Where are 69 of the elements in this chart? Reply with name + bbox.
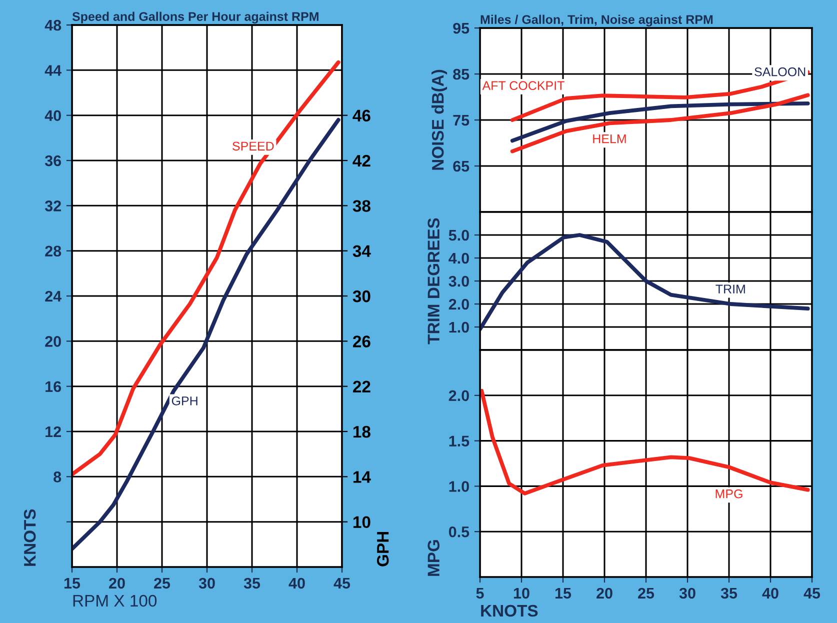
x-tick-label: 20: [109, 578, 125, 589]
x-tick-label: 35: [244, 578, 260, 589]
y-tick-label: 95: [453, 22, 470, 34]
series-label: GPH: [172, 396, 198, 406]
x-tick-label: 15: [555, 588, 572, 599]
series-label: SPEED: [232, 142, 274, 151]
y2-tick-label: 18: [353, 426, 370, 438]
series-label: TRIM: [716, 284, 745, 294]
y-tick-label: 1.0: [449, 322, 469, 333]
x-tick-label: 20: [596, 588, 612, 599]
y-axis-title: MPG: [428, 540, 440, 576]
y2-tick-label: 30: [352, 290, 370, 302]
x-tick-label: 15: [64, 578, 80, 589]
x-axis-title: KNOTS: [481, 604, 538, 617]
y-tick-label: 65: [453, 160, 470, 172]
y-tick-label: 24: [45, 290, 62, 302]
y2-tick-label: 10: [353, 516, 370, 528]
y-tick-label: 5.0: [448, 230, 469, 241]
y-tick-label: 44: [44, 65, 62, 76]
x-tick-label: 35: [720, 588, 738, 599]
chart-title: Miles / Gallon, Trim, Noise against RPM: [480, 14, 713, 26]
y-axis-title: TRIM DEGREES: [428, 218, 440, 344]
y2-tick-label: 26: [352, 336, 370, 348]
y-tick-label: 12: [46, 426, 61, 438]
y-tick-label: 8: [54, 472, 62, 482]
x-tick-label: 45: [334, 578, 350, 589]
y-tick-label: 16: [46, 381, 62, 392]
y2-tick-label: 38: [352, 200, 370, 212]
y-tick-label: 0.5: [448, 526, 470, 538]
x-tick-label: 25: [154, 578, 170, 589]
y2-axis-title: GPH: [376, 532, 389, 566]
y-tick-label: 3.0: [448, 276, 469, 287]
y-tick-label: 4.0: [448, 252, 469, 264]
y-tick-label: 2.0: [448, 298, 469, 310]
y-tick-label: 36: [44, 155, 62, 166]
y-tick-label: 85: [453, 68, 470, 80]
x-tick-label: 30: [198, 578, 215, 589]
series-label: MPG: [716, 489, 742, 498]
series-label: HELM: [593, 134, 626, 144]
y-tick-label: 20: [45, 336, 61, 347]
y-tick-label: 1.5: [449, 436, 470, 446]
y2-tick-label: 34: [352, 245, 371, 258]
y-axis-title: NOISE dB(A): [432, 70, 448, 170]
y-tick-label: 40: [44, 110, 61, 122]
line-series: [510, 101, 810, 143]
y-tick-label: 2.0: [448, 390, 469, 402]
series-label: AFT COCKPIT: [482, 81, 564, 90]
x-tick-label: 5: [476, 588, 484, 599]
x-tick-label: 10: [514, 588, 530, 599]
y2-tick-label: 14: [353, 471, 371, 483]
x-axis-title: RPM X 100: [73, 594, 157, 607]
y2-tick-label: 46: [352, 110, 370, 122]
text: SALOON: [754, 67, 806, 76]
y-tick-label: 1.0: [449, 481, 469, 492]
y-tick-label: 75: [453, 115, 470, 126]
line-series: [480, 233, 810, 332]
y-axis-title: KNOTS: [24, 509, 36, 566]
line-series: [510, 93, 810, 154]
x-tick-label: 40: [762, 588, 778, 599]
y-tick-label: 28: [45, 246, 62, 257]
y-tick-label: 48: [44, 20, 62, 31]
x-tick-label: 45: [804, 588, 820, 599]
y2-tick-label: 42: [352, 154, 370, 167]
x-tick-label: 25: [638, 588, 654, 599]
y2-tick-label: 22: [352, 380, 370, 392]
chart-title: Speed and Gallons Per Hour against RPM: [72, 12, 318, 24]
y-tick-label: 32: [44, 200, 61, 212]
x-tick-label: 30: [679, 588, 696, 599]
x-tick-label: 40: [288, 578, 305, 589]
